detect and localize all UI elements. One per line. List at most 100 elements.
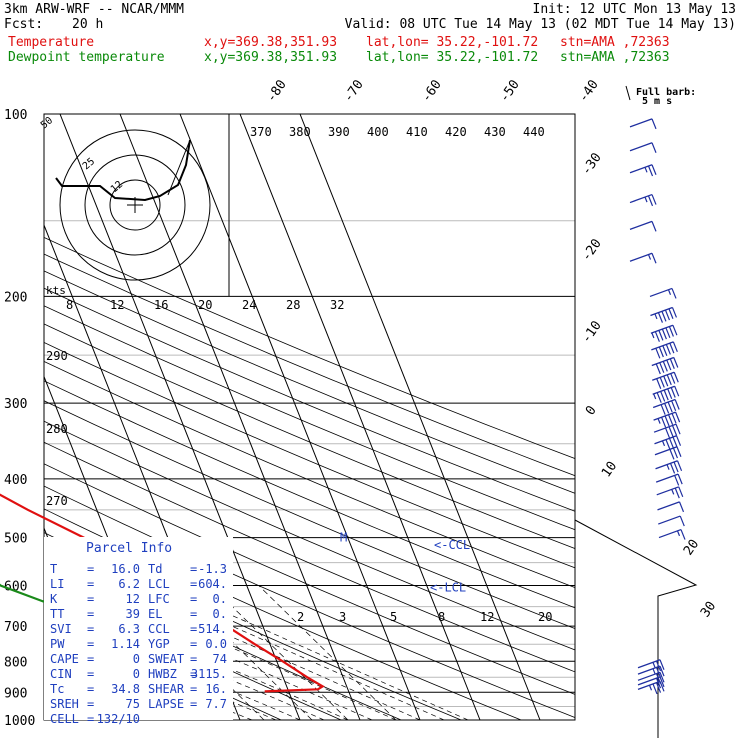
wind-barb-staff (654, 435, 677, 445)
wind-barb (637, 680, 665, 695)
dry-adiabat-line (44, 581, 342, 721)
pressure-tick-label: 700 (4, 620, 27, 635)
level-marker-lcl: <-LCL (430, 580, 466, 594)
wind-barb-flag (659, 362, 665, 373)
theta-label: 400 (367, 125, 389, 139)
wind-barb-half (671, 489, 675, 495)
wind-barb-flag (671, 400, 677, 412)
parcel-label: SWEAT (148, 652, 184, 666)
parcel-row: CAPE = 0 SWEAT = 74 (50, 652, 227, 666)
parcel-row: SREH = 75 LAPSE = 7.7 (50, 697, 227, 711)
wind-barb (629, 118, 657, 130)
theta-label: 430 (484, 125, 506, 139)
parcel-label: CCL (148, 622, 170, 636)
wind-barb-flag (661, 328, 667, 340)
parcel-label: K (50, 592, 58, 606)
isotherm-line (299, 114, 541, 721)
parcel-equals: = (87, 682, 94, 696)
mixing-ratio-line (258, 585, 397, 721)
wind-barb-flag (647, 165, 654, 177)
dry-adiabat-line (44, 420, 575, 651)
dry-adiabat-line (44, 323, 575, 549)
wind-barb-staff (657, 501, 680, 511)
parcel-label: YGP (148, 637, 170, 651)
dewpoint-latlon: lat,lon= 35.22,-101.72 (366, 50, 539, 65)
hodograph-ring (109, 179, 161, 231)
wind-barb-flag (659, 676, 665, 688)
isotherm-label: -40 (576, 77, 602, 105)
parcel-value: 1.14 (111, 637, 140, 651)
wind-barb-flag (680, 529, 686, 540)
wind-barb-staff (637, 659, 661, 669)
mixing-ratio-line (210, 585, 349, 721)
parcel-equals: = (87, 577, 94, 591)
wind-barb-flag (655, 682, 662, 693)
wind-barb-half (647, 254, 652, 260)
pressure-tick-label: 600 (4, 580, 27, 595)
parcel-label: TT (50, 607, 64, 621)
dry-adiabat-line (44, 287, 575, 512)
parcel-value: 132/10 (97, 712, 140, 726)
parcel-label: HWBZ (148, 667, 177, 681)
pressure-tick-label: 400 (4, 473, 27, 488)
dry-adiabat-line (44, 400, 575, 630)
wind-barb-flag (671, 425, 678, 436)
wind-barb-half (667, 289, 672, 295)
wind-barb-flag (678, 486, 684, 498)
parcel-equals: = (190, 697, 197, 711)
wind-barb (655, 460, 683, 474)
wind-barb-flag (669, 342, 675, 354)
wind-barb-flag (671, 413, 677, 424)
wind-barb-flag (665, 439, 671, 450)
wind-barb (657, 501, 685, 513)
wind-barb-half (661, 440, 666, 447)
moist-adiabat-line (44, 545, 469, 721)
wind-barb-staff (652, 371, 675, 381)
wind-barb-flag (659, 665, 665, 677)
wind-barb-flag (679, 515, 685, 527)
wind-barb (649, 287, 677, 299)
wind-barb-flag (651, 253, 657, 264)
wind-barb-flag (675, 435, 682, 446)
theta-e-label: 32 (330, 298, 344, 312)
wind-barb-flag (664, 403, 670, 414)
wind-barb-flag (651, 118, 657, 130)
isotherm-label: 20 (681, 537, 702, 558)
wind-barb (658, 515, 685, 527)
wind-barb (629, 193, 657, 207)
wind-barb-flag (671, 288, 677, 299)
parcel-info-title: Parcel Info (86, 541, 172, 556)
parcel-value: 7.7 (205, 697, 227, 711)
parcel-equals: = (87, 712, 94, 726)
parcel-equals: = (190, 562, 197, 576)
wind-barb-flag (663, 389, 669, 401)
wind-barb-flag (663, 375, 669, 387)
moist-adiabat-line (44, 602, 349, 721)
parcel-value: 514. (198, 622, 227, 636)
parcel-row: LI = 6.2 LCL = 604. (50, 577, 227, 591)
parcel-equals: = (87, 652, 94, 666)
parcel-label: CELL (50, 712, 79, 726)
parcel-equals: = (190, 682, 197, 696)
isotherm-line (119, 114, 361, 721)
pressure-tick-label: 200 (4, 290, 27, 305)
wind-barb-staff (629, 118, 653, 128)
parcel-value: 16. (205, 682, 227, 696)
wind-barb-flag (677, 473, 683, 485)
parcel-row: K = 12 LFC = 0. (50, 592, 227, 606)
parcel-label: LI (50, 577, 64, 591)
moist-adiabat-line (44, 591, 373, 721)
isotherm-label: -50 (497, 77, 523, 105)
wind-barb (651, 356, 679, 375)
wind-barb-flag (660, 391, 666, 402)
dewpoint-series-name: Dewpoint temperature (8, 50, 165, 65)
init-time: Init: 12 UTC Mon 13 May 13 (532, 2, 737, 17)
parcel-row: Tc = 34.8 SHEAR = 16. (50, 682, 227, 696)
parcel-value: 0 (133, 652, 140, 666)
isotherm-label: -60 (419, 77, 445, 105)
wind-barb-staff (652, 398, 676, 409)
wind-barb-flag (656, 378, 662, 389)
wind-barb-staff (629, 252, 653, 262)
wind-barb-flag (655, 348, 661, 359)
wind-barb (655, 473, 683, 486)
